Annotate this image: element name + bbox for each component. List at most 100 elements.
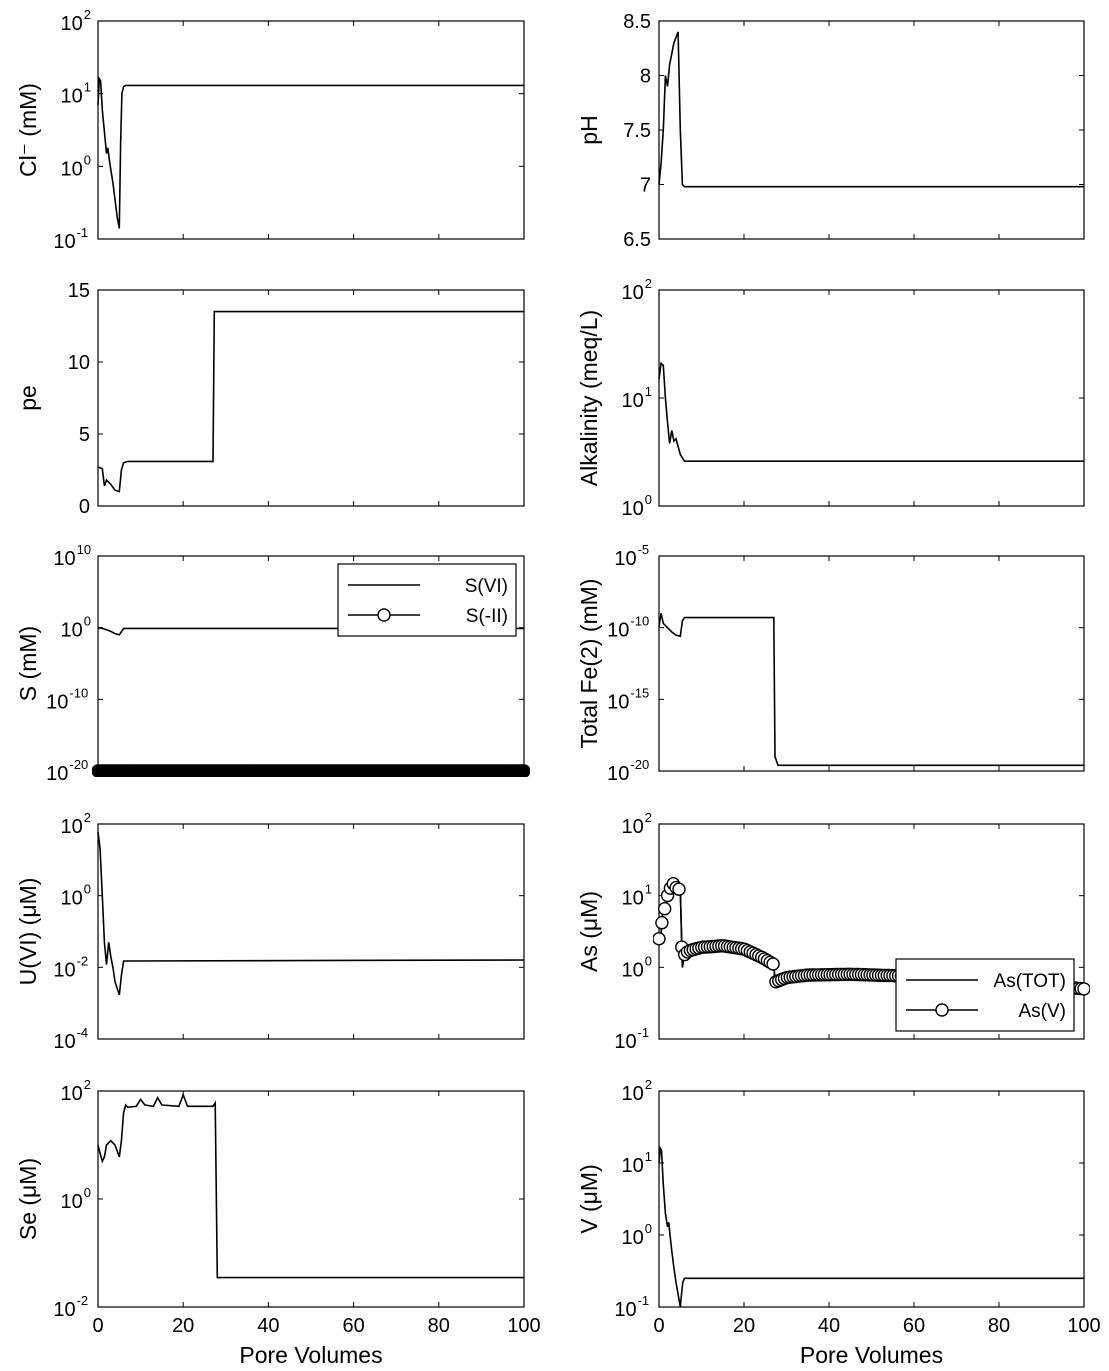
y-tick-label: 10 10 <box>53 542 91 570</box>
y-tick-label: 10 -20 <box>607 757 649 785</box>
svg-text:10: 10 <box>622 888 644 910</box>
svg-text:10: 10 <box>53 959 75 981</box>
axes-frame <box>97 20 525 240</box>
svg-text:10: 10 <box>46 691 68 713</box>
y-axis-label: pe <box>15 385 41 411</box>
y-tick-label: 10 2 <box>622 1077 652 1105</box>
svg-text:-2: -2 <box>77 953 89 968</box>
svg-text:2: 2 <box>84 810 91 825</box>
svg-text:-10: -10 <box>69 685 88 700</box>
svg-text:0: 0 <box>84 152 91 167</box>
y-axis-label: S (mM) <box>15 626 41 701</box>
y-tick-label: 10 2 <box>61 1077 91 1105</box>
series-line-line <box>97 76 524 229</box>
svg-text:2: 2 <box>645 276 652 291</box>
series-line-line <box>658 361 1084 463</box>
y-axis-label: V (μM) <box>576 1164 602 1233</box>
series-line-line <box>97 831 525 996</box>
svg-text:2: 2 <box>84 7 91 22</box>
y-tick-label: 10 0 <box>622 1221 652 1249</box>
svg-text:10: 10 <box>61 1083 83 1105</box>
svg-text:10: 10 <box>53 1299 75 1321</box>
svg-text:10: 10 <box>53 548 75 570</box>
y-tick-label: 10 -1 <box>614 1025 649 1053</box>
legend-label: S(-II) <box>466 606 508 627</box>
svg-text:10: 10 <box>46 763 68 785</box>
x-tick-label: 100 <box>1067 1315 1100 1337</box>
axes-frame <box>658 289 1085 507</box>
y-tick-label: 10 -10 <box>607 614 649 642</box>
svg-text:10: 10 <box>61 816 83 838</box>
x-tick-label: 0 <box>653 1315 664 1337</box>
svg-text:-1: -1 <box>638 1293 650 1308</box>
legend-label: As(V) <box>1019 1001 1067 1022</box>
legend-label: S(VI) <box>465 576 508 597</box>
svg-text:10: 10 <box>622 390 644 412</box>
svg-text:0: 0 <box>84 614 91 629</box>
y-tick-label: 10 0 <box>61 614 91 642</box>
svg-text:-20: -20 <box>630 757 649 772</box>
series-line-line <box>97 1092 524 1279</box>
y-tick-label: 7.5 <box>623 120 651 142</box>
svg-text:-15: -15 <box>630 685 649 700</box>
y-axis-label: pH <box>576 115 602 144</box>
svg-text:2: 2 <box>645 810 652 825</box>
y-tick-label: 10 1 <box>622 1149 652 1177</box>
x-tick-label: 20 <box>172 1315 194 1337</box>
svg-text:10: 10 <box>614 548 636 570</box>
svg-text:1: 1 <box>645 384 652 399</box>
x-tick-label: 60 <box>903 1315 925 1337</box>
axes-frame <box>97 823 525 1040</box>
svg-text:10: 10 <box>614 1299 636 1321</box>
svg-text:10: 10 <box>607 691 629 713</box>
y-tick-label: 10 2 <box>61 7 91 35</box>
x-axis-label: Pore Volumes <box>239 1342 382 1368</box>
axes-frame <box>658 20 1085 240</box>
data-point <box>655 916 669 930</box>
series-line-line <box>658 1145 1084 1308</box>
axes-frame <box>97 289 525 507</box>
svg-text:0: 0 <box>645 492 652 507</box>
svg-text:-10: -10 <box>630 614 649 629</box>
y-tick-label: 10 -20 <box>46 757 88 785</box>
y-tick-label: 10 -1 <box>614 1293 649 1321</box>
series-s-vi-line <box>97 626 524 636</box>
svg-text:10: 10 <box>61 1191 83 1213</box>
legend: S(VI) S(-II) <box>337 563 517 637</box>
data-point <box>1077 982 1090 996</box>
svg-text:10: 10 <box>614 1031 636 1053</box>
y-tick-label: 10 2 <box>61 810 91 838</box>
svg-text:-5: -5 <box>638 542 650 557</box>
y-tick-label: 10 -4 <box>53 1025 88 1053</box>
legend: As(TOT) As(V) <box>895 958 1075 1032</box>
data-point <box>517 764 530 777</box>
svg-text:10: 10 <box>622 816 644 838</box>
svg-text:0: 0 <box>645 953 652 968</box>
panel-pe: 0 5 10 15 pe <box>15 280 525 518</box>
y-axis-label: Alkalinity (meq/L) <box>576 310 602 486</box>
data-point <box>653 932 666 946</box>
y-tick-label: 10 <box>68 352 90 374</box>
y-axis-label: Cl⁻ (mM) <box>15 83 41 177</box>
y-axis-label: Total Fe(2) (mM) <box>576 579 602 749</box>
y-tick-label: 10 -10 <box>46 685 88 713</box>
axes-frame <box>658 1090 1085 1308</box>
y-tick-label: 8.5 <box>623 11 651 33</box>
data-point <box>766 957 780 971</box>
axes-frame <box>97 1090 525 1308</box>
svg-text:0: 0 <box>645 1221 652 1236</box>
legend-marker <box>377 608 391 622</box>
svg-text:10: 10 <box>61 888 83 910</box>
svg-text:10: 10 <box>61 13 83 35</box>
svg-text:10: 10 <box>607 763 629 785</box>
y-tick-label: 10 0 <box>622 953 652 981</box>
axes-frame <box>658 555 1085 772</box>
svg-text:-20: -20 <box>69 757 88 772</box>
y-axis-label: U(VI) (μM) <box>15 878 41 986</box>
